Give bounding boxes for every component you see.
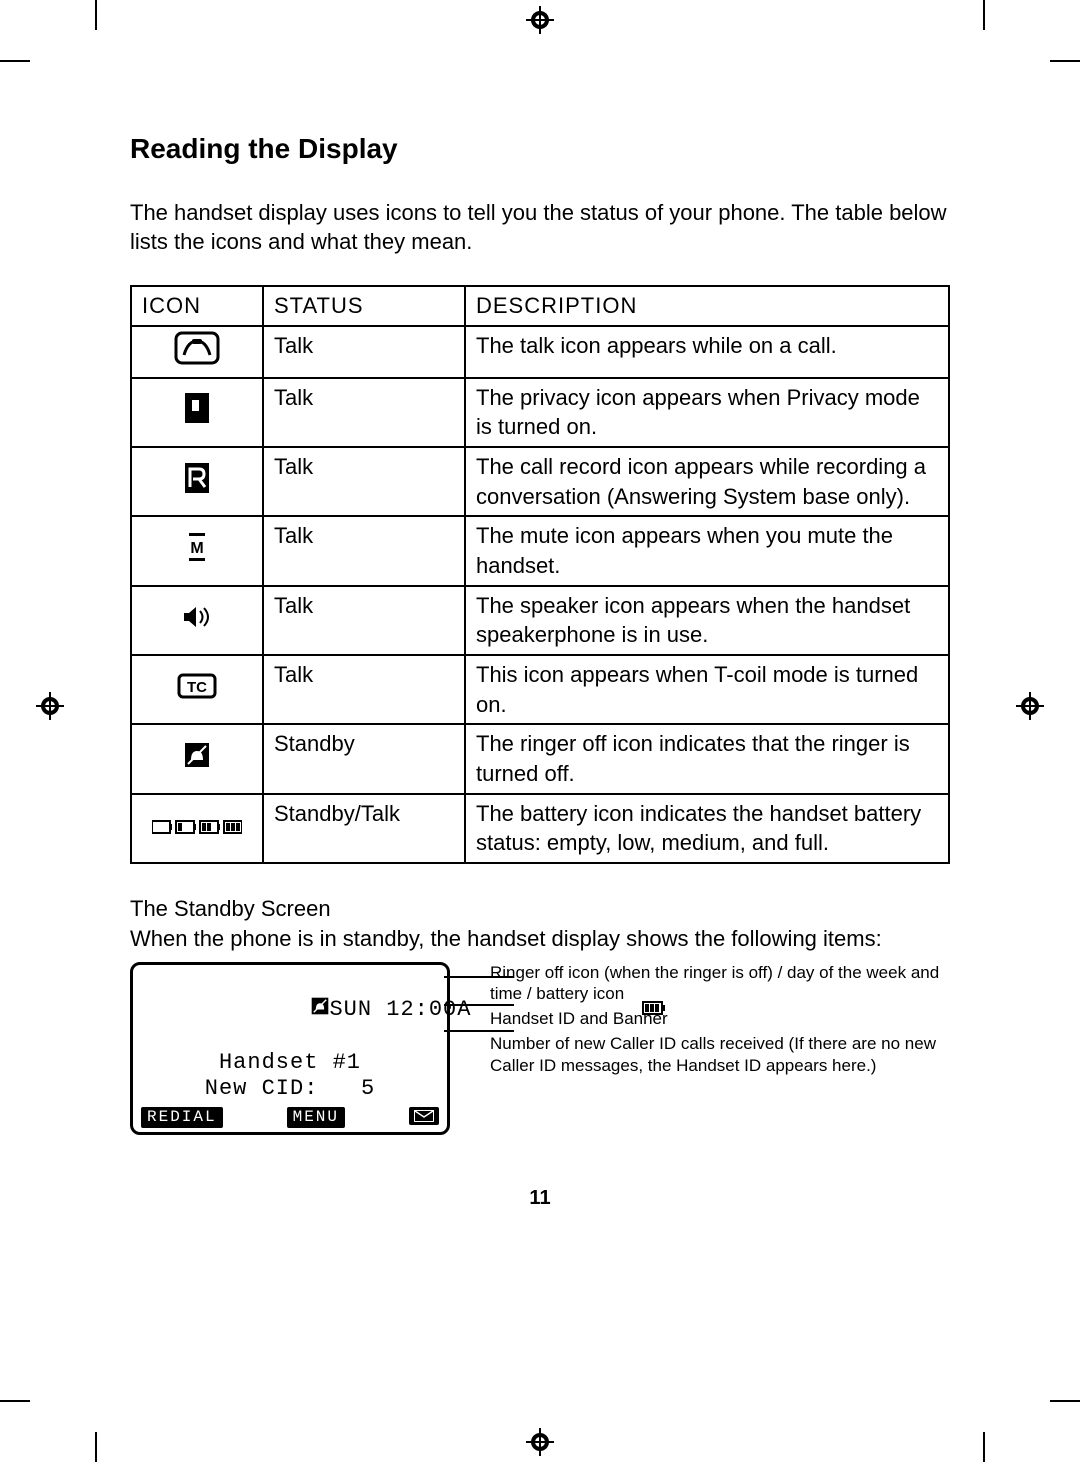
description-cell: The speaker icon appears when the handse… xyxy=(465,586,949,655)
callout-item: Handset ID and Banner xyxy=(490,1008,950,1029)
status-cell: Talk xyxy=(263,378,465,447)
table-row: TC Talk This icon appears when T-coil mo… xyxy=(131,655,949,724)
table-row: Standby/Talk The battery icon indicates … xyxy=(131,794,949,863)
document-page: Reading the Display The handset display … xyxy=(0,0,1080,1462)
mute-icon: M xyxy=(185,533,209,561)
lcd-line-3: New CID: 5 xyxy=(141,1076,439,1102)
table-row: M Talk The mute icon appears when you mu… xyxy=(131,516,949,585)
description-cell: The mute icon appears when you mute the … xyxy=(465,516,949,585)
talk-icon xyxy=(174,331,220,365)
icon-table: ICON STATUS DESCRIPTION Talk The talk ic… xyxy=(130,285,950,864)
status-cell: Talk xyxy=(263,586,465,655)
registration-mark-bottom xyxy=(526,1428,554,1456)
ringer-off-icon xyxy=(184,742,210,768)
registration-mark-left xyxy=(36,692,64,720)
tcoil-icon: TC xyxy=(177,672,217,700)
table-row: Talk The speaker icon appears when the h… xyxy=(131,586,949,655)
callout-item: Number of new Caller ID calls received (… xyxy=(490,1033,950,1076)
col-header-status: STATUS xyxy=(263,286,465,326)
lcd-line-1: SUN 12:00A xyxy=(141,971,439,1050)
speaker-icon xyxy=(182,605,212,629)
mail-icon xyxy=(409,1107,439,1125)
battery-icon xyxy=(152,818,242,836)
callout-list: Ringer off icon (when the ringer is off)… xyxy=(490,962,950,1080)
description-cell: The call record icon appears while recor… xyxy=(465,447,949,516)
standby-heading: The Standby Screen xyxy=(130,894,950,924)
svg-text:TC: TC xyxy=(187,679,207,696)
description-cell: The battery icon indicates the handset b… xyxy=(465,794,949,863)
status-cell: Talk xyxy=(263,516,465,585)
registration-mark-top xyxy=(526,6,554,34)
softkey-left: REDIAL xyxy=(141,1107,223,1128)
table-row: Talk The talk icon appears while on a ca… xyxy=(131,326,949,378)
description-cell: The talk icon appears while on a call. xyxy=(465,326,949,378)
intro-paragraph: The handset display uses icons to tell y… xyxy=(130,198,950,257)
privacy-icon xyxy=(183,391,211,425)
svg-text:M: M xyxy=(190,540,203,557)
status-cell: Talk xyxy=(263,326,465,378)
table-row: Talk The privacy icon appears when Priva… xyxy=(131,378,949,447)
status-cell: Standby/Talk xyxy=(263,794,465,863)
registration-mark-right xyxy=(1016,692,1044,720)
ringer-off-icon xyxy=(141,971,329,1050)
col-header-icon: ICON xyxy=(131,286,263,326)
standby-section: The Standby Screen When the phone is in … xyxy=(130,894,950,1135)
table-row: Talk The call record icon appears while … xyxy=(131,447,949,516)
callout-item: Ringer off icon (when the ringer is off)… xyxy=(490,962,950,1005)
lcd-screen: SUN 12:00A Handset #1 New CID: 5 REDIAL … xyxy=(130,962,450,1135)
table-row: Standby The ringer off icon indicates th… xyxy=(131,724,949,793)
page-title: Reading the Display xyxy=(130,130,950,168)
page-number: 11 xyxy=(0,1185,1080,1212)
status-cell: Talk xyxy=(263,447,465,516)
lcd-line-2: Handset #1 xyxy=(141,1050,439,1076)
standby-diagram: SUN 12:00A Handset #1 New CID: 5 REDIAL … xyxy=(130,962,950,1135)
standby-intro: When the phone is in standby, the handse… xyxy=(130,924,950,954)
record-icon xyxy=(183,461,211,495)
status-cell: Talk xyxy=(263,655,465,724)
lcd-softkey-row: REDIAL MENU xyxy=(141,1107,439,1128)
softkey-right: MENU xyxy=(287,1107,345,1128)
description-cell: The privacy icon appears when Privacy mo… xyxy=(465,378,949,447)
description-cell: This icon appears when T-coil mode is tu… xyxy=(465,655,949,724)
status-cell: Standby xyxy=(263,724,465,793)
lcd-day-time: SUN 12:00A xyxy=(329,997,471,1023)
col-header-description: DESCRIPTION xyxy=(465,286,949,326)
description-cell: The ringer off icon indicates that the r… xyxy=(465,724,949,793)
